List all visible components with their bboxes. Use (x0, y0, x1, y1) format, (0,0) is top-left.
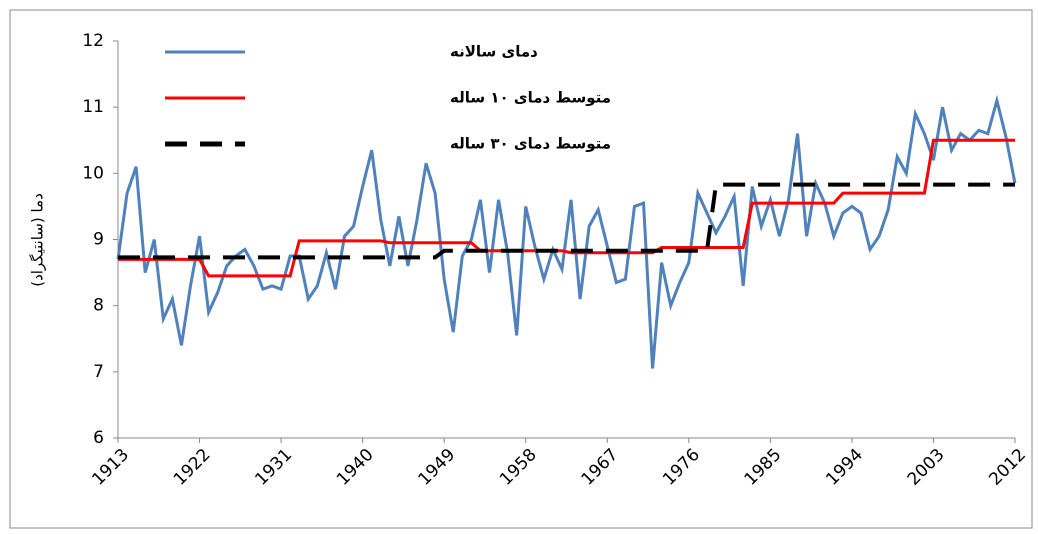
y-tick-label: 11 (82, 97, 104, 117)
y-axis-label: دما (سانتیگراد) (29, 193, 47, 287)
y-tick-label: 10 (82, 163, 104, 183)
series-line (118, 182, 1015, 260)
legend-label: متوسط دمای ۱۰ ساله (450, 89, 611, 107)
y-tick-label: 8 (93, 296, 104, 316)
y-tick-label: 12 (82, 31, 104, 51)
y-tick-label: 6 (93, 428, 104, 448)
legend-label: متوسط دمای ۳۰ ساله (450, 135, 611, 153)
series-line (116, 94, 1017, 369)
y-tick-label: 9 (93, 230, 104, 250)
legend-label: دمای سالانه (450, 43, 538, 61)
y-tick-label: 7 (93, 362, 104, 382)
series-line (118, 138, 1015, 278)
